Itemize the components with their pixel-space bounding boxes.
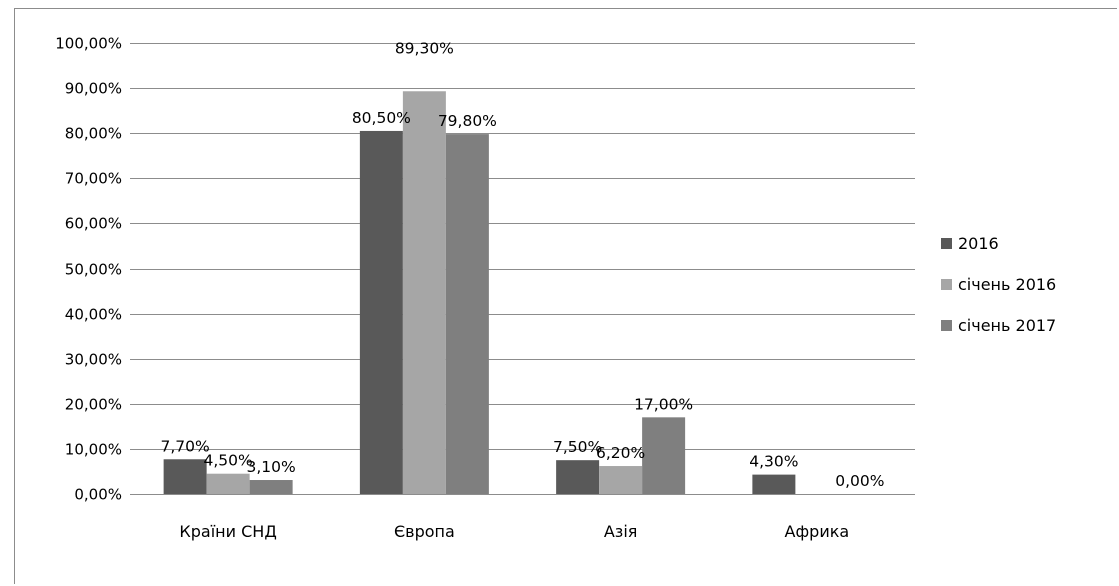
bar — [249, 480, 293, 494]
bars — [163, 91, 796, 495]
gridlines — [130, 43, 915, 495]
legend-swatch — [941, 320, 952, 331]
y-tick-label: 0,00% — [74, 486, 122, 504]
y-tick-label: 20,00% — [65, 396, 122, 414]
data-label: 17,00% — [634, 395, 693, 413]
data-label: 7,50% — [553, 438, 602, 456]
x-category-label: Азія — [604, 522, 638, 541]
data-label: 4,30% — [749, 453, 798, 471]
data-label: 79,80% — [438, 112, 497, 130]
y-tick-label: 50,00% — [65, 261, 122, 279]
data-label: 89,30% — [395, 39, 454, 57]
y-tick-label: 100,00% — [55, 35, 122, 53]
x-axis-category-labels: Країни СНД Європа Азія Африка — [179, 522, 849, 541]
y-tick-label: 40,00% — [65, 306, 122, 324]
bar — [752, 474, 796, 494]
bar — [599, 466, 643, 494]
legend-label: січень 2016 — [958, 275, 1056, 294]
bar — [642, 417, 686, 494]
bar — [445, 134, 489, 495]
bar — [163, 459, 207, 494]
x-category-label: Країни СНД — [179, 522, 276, 541]
y-tick-label: 90,00% — [65, 80, 122, 98]
data-label: 4,50% — [204, 452, 253, 470]
legend-label: 2016 — [958, 234, 999, 253]
data-label: 3,10% — [247, 458, 296, 476]
y-tick-label: 10,00% — [65, 441, 122, 459]
legend-swatch — [941, 238, 952, 249]
data-label: 0,00% — [835, 472, 884, 490]
data-label: 7,70% — [161, 437, 210, 455]
legend-swatch — [941, 279, 952, 290]
bar — [556, 460, 600, 494]
bar — [359, 130, 403, 494]
data-label: 6,20% — [596, 444, 645, 462]
data-labels: 7,70%4,50%3,10% 80,50% 89,30% 79,80% 7,50%6,… — [161, 39, 885, 490]
bar — [402, 91, 446, 494]
x-category-label: Африка — [785, 522, 850, 541]
data-label: 80,50% — [352, 109, 411, 127]
y-tick-label: 80,00% — [65, 125, 122, 143]
legend: 2016 січень 2016 січень 2017 — [941, 234, 1056, 335]
x-category-label: Європа — [394, 522, 455, 541]
y-tick-label: 70,00% — [65, 170, 122, 188]
y-axis-tick-labels: 0,00% 10,00% 20,00% 30,00% 40,00% 50,00% 60,00… — [55, 35, 122, 504]
y-tick-label: 30,00% — [65, 351, 122, 369]
bar — [206, 473, 250, 494]
y-tick-label: 60,00% — [65, 215, 122, 233]
legend-label: січень 2017 — [958, 316, 1056, 335]
